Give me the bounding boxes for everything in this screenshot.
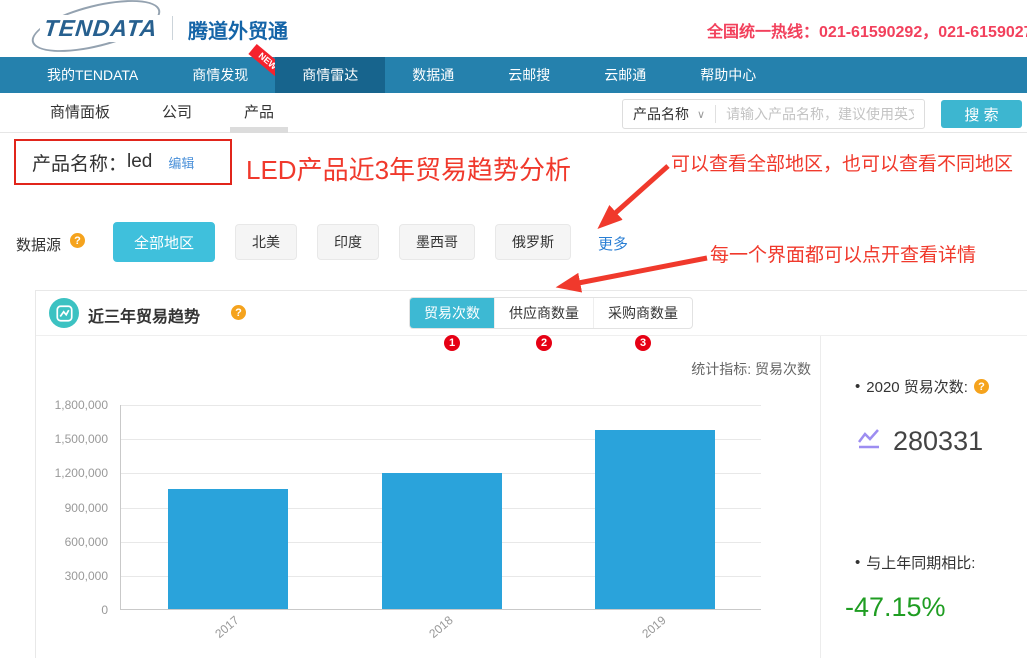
nav-item-label: 数据通 <box>412 67 455 83</box>
search-area: 产品名称 ∨ 搜 索 <box>622 99 1022 129</box>
step-marker: 3 <box>635 335 651 351</box>
subnav-item[interactable]: 公司 <box>162 104 193 121</box>
y-axis-label: 0 <box>101 603 108 617</box>
hotline-numbers: 021-61590292，021-61590275 <box>819 24 1027 41</box>
y-axis-label: 1,200,000 <box>54 466 108 481</box>
stat-2020-value-row: 280331 <box>857 426 983 457</box>
product-name-label: 产品名称： <box>32 153 128 175</box>
bar-chart-plot <box>120 405 761 610</box>
nav-item-cloud-mail[interactable]: 云邮通 <box>577 57 673 93</box>
tab-metric[interactable]: 供应商数量 2 <box>495 298 594 351</box>
region-button[interactable]: 墨西哥 <box>399 224 476 260</box>
subnav-item[interactable]: 商情面板 <box>50 104 111 121</box>
bullet: • <box>855 554 861 571</box>
logo-text: TENDATA <box>38 15 163 42</box>
gridline <box>121 439 761 441</box>
tab-label: 供应商数量 <box>509 305 579 321</box>
stat-yoy-row: • 与上年同期相比: <box>855 552 975 573</box>
subnav-items: 商情面板 公司 产品 <box>0 93 1027 133</box>
nav-item-radar[interactable]: 商情雷达 <box>275 57 386 93</box>
logo-divider <box>172 16 173 40</box>
gridline <box>121 405 761 406</box>
nav-item-label: 帮助中心 <box>700 67 757 83</box>
trend-card-header: 近三年贸易趋势 ? 贸易次数 1 供应商数量 2 采购商数量 3 <box>36 291 1027 351</box>
annotation-arrow-regions <box>597 164 670 229</box>
annotation-headline: LED产品近3年贸易趋势分析 <box>246 155 572 185</box>
annotation-note-regions: 可以查看全部地区，也可以查看不同地区 <box>671 154 1014 175</box>
search-box: 产品名称 ∨ <box>622 99 925 129</box>
nav-item-help-center[interactable]: 帮助中心 <box>673 57 783 93</box>
y-axis-label: 900,000 <box>64 500 108 515</box>
stat-yoy-label: 与上年同期相比: <box>866 555 976 572</box>
tab-metric[interactable]: 贸易次数 1 <box>410 298 495 351</box>
annotation-arrow-detail <box>555 255 708 293</box>
top-header: TENDATA 腾道外贸通 全国统一热线：021-61590292，021-61… <box>0 0 1027 63</box>
logo-product-name: 腾道外贸通 <box>188 21 288 43</box>
search-category-dropdown[interactable]: 产品名称 ∨ <box>623 104 715 124</box>
y-axis-label: 1,800,000 <box>54 398 108 412</box>
product-name-value: led <box>127 151 153 172</box>
subnav: 商情面板 公司 产品 产品名称 ∨ 搜 索 <box>0 93 1027 133</box>
nav-item-datacom[interactable]: 数据通 <box>385 57 481 93</box>
data-source-label: 数据源 <box>16 237 62 254</box>
edit-link[interactable]: 编辑 <box>168 155 195 171</box>
search-input[interactable] <box>716 106 924 122</box>
tab-label: 贸易次数 <box>424 305 480 321</box>
stats-panel: • 2020 贸易次数: ? 280331 • 与上年同期相比: -47.15% <box>821 336 1027 658</box>
search-button[interactable]: 搜 索 <box>941 100 1022 128</box>
region-filter-group: 全部地区 北美 印度 墨西哥 俄罗斯 <box>113 222 572 262</box>
y-axis-label: 600,000 <box>64 534 108 549</box>
region-button[interactable]: 北美 <box>235 224 298 260</box>
annotation-note-detail: 每一个界面都可以点开查看详情 <box>710 245 977 266</box>
panel-divider <box>820 336 821 658</box>
nav-item-discovery[interactable]: 商情发现 NEW <box>165 43 287 93</box>
tab-label: 采购商数量 <box>608 305 678 321</box>
nav-item-my-tendata[interactable]: 我的TENDATA <box>20 57 165 93</box>
stat-indicator: 统计指标: 贸易次数 <box>691 361 811 377</box>
product-name-box: 产品名称： led 编辑 <box>14 139 232 185</box>
bar[interactable] <box>167 489 288 609</box>
nav-item-label: 云邮通 <box>604 67 647 83</box>
step-marker: 2 <box>536 335 552 351</box>
help-icon[interactable]: ? <box>231 305 246 320</box>
trend-line-icon <box>857 428 883 455</box>
tendata-logo[interactable]: TENDATA <box>26 0 166 63</box>
step-marker: 1 <box>444 335 460 351</box>
nav-item-label: 我的TENDATA <box>47 67 139 83</box>
chart-line-icon <box>49 298 79 328</box>
card-title: 近三年贸易趋势 <box>88 309 201 326</box>
search-category-label: 产品名称 <box>633 106 689 122</box>
region-button[interactable]: 俄罗斯 <box>495 224 572 260</box>
hotline: 全国统一热线：021-61590292，021-61590275 <box>707 18 1027 42</box>
search-divider <box>715 105 717 123</box>
help-icon[interactable]: ? <box>973 379 989 394</box>
bar-chart: 1,800,000 1,500,000 1,200,000 900,000 600,00… <box>36 336 820 658</box>
nav-item-label: 商情雷达 <box>302 67 359 83</box>
chevron-down-icon: ∨ <box>697 108 706 121</box>
subnav-item[interactable]: 产品 <box>244 93 274 133</box>
region-button[interactable]: 印度 <box>317 224 380 260</box>
stat-2020-value: 280331 <box>893 426 984 456</box>
trend-card: 近三年贸易趋势 ? 贸易次数 1 供应商数量 2 采购商数量 3 统计指标: 贸易次数 1… <box>35 290 1027 658</box>
hotline-label: 全国统一热线： <box>707 24 820 41</box>
tab-metric[interactable]: 采购商数量 3 <box>594 298 692 351</box>
stat-2020-label: 2020 贸易次数: <box>866 379 968 396</box>
help-icon[interactable]: ? <box>70 233 85 248</box>
stat-2020-row: • 2020 贸易次数: ? <box>855 376 989 397</box>
stat-yoy-value: -47.15% <box>845 592 946 622</box>
region-button[interactable]: 全部地区 <box>113 222 216 262</box>
more-regions-link[interactable]: 更多 <box>598 236 629 253</box>
bullet: • <box>855 378 861 395</box>
y-axis-label: 300,000 <box>64 568 108 583</box>
main-nav: 我的TENDATA 商情发现 NEW 商情雷达 数据通 云邮搜 云邮通 帮助中心 <box>0 43 1027 93</box>
nav-item-label: 商情发现 <box>192 67 249 83</box>
metric-tabs: 贸易次数 1 供应商数量 2 采购商数量 3 <box>409 297 693 351</box>
nav-item-cloud-mail-search[interactable]: 云邮搜 <box>481 57 577 93</box>
y-axis-label: 1,500,000 <box>54 432 108 447</box>
nav-item-label: 云邮搜 <box>508 67 551 83</box>
bar[interactable] <box>381 472 502 609</box>
bar[interactable] <box>595 429 716 609</box>
